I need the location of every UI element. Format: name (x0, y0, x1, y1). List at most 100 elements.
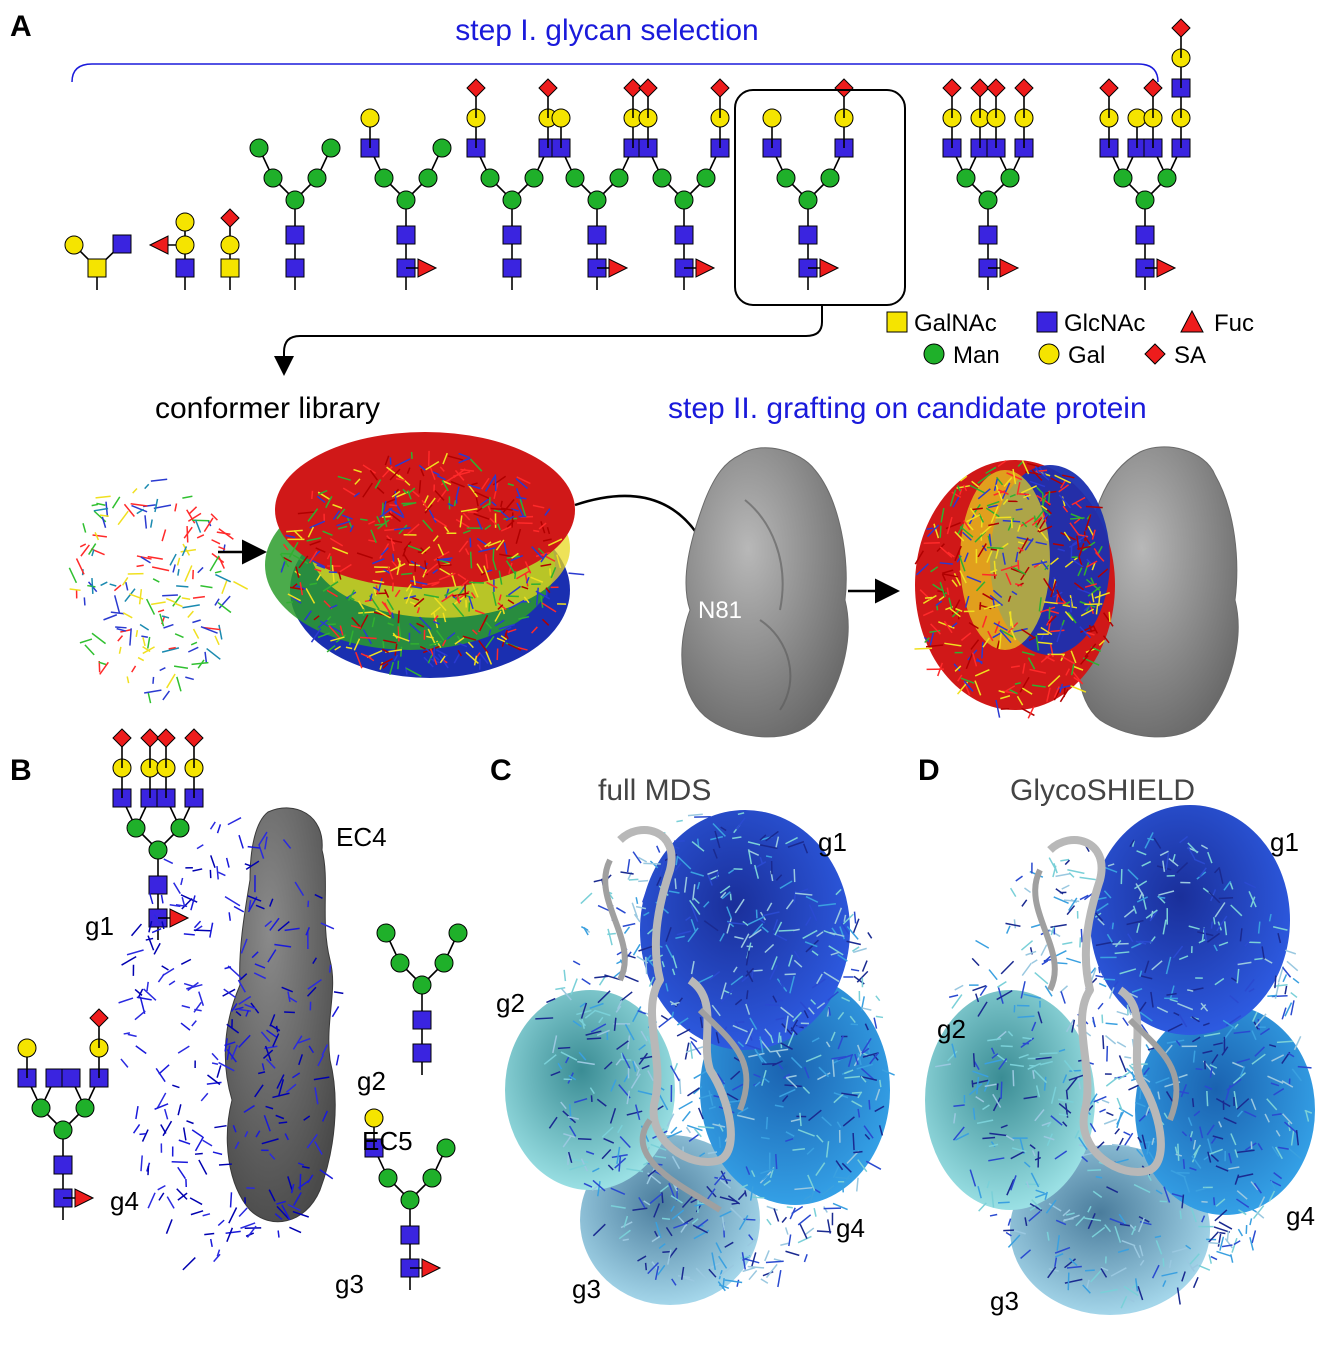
glcnac-square (396, 225, 416, 245)
fuc-triangle (999, 258, 1020, 278)
conformer-library-label: conformer library (155, 392, 380, 425)
n-glycan-symbol (360, 108, 452, 290)
g2-label-c: g2 (496, 988, 525, 1018)
man-circle (249, 138, 269, 158)
man-circle (776, 168, 796, 188)
legend-man-circle (923, 343, 945, 365)
panel-letter-c: C (490, 754, 512, 787)
sa-diamond (710, 78, 730, 98)
glcnac-square (148, 875, 168, 895)
full-mds-model (505, 810, 895, 1305)
step2-title: step II. grafting on candidate protein (668, 392, 1147, 425)
legend-gal-label: Gal (1068, 342, 1105, 369)
g1-label-d: g1 (1270, 827, 1299, 857)
site-n81-label: N81 (698, 597, 742, 624)
glcnac-square (587, 225, 607, 245)
glcnac-square (674, 225, 694, 245)
o-glycan-sialyl (220, 208, 240, 290)
man-circle (436, 1138, 456, 1158)
legend-gal-circle (1038, 343, 1060, 365)
legend-sa-diamond (1144, 343, 1166, 365)
ec5-label: EC5 (362, 1126, 413, 1156)
fuc-triangle (421, 1258, 442, 1278)
glcnac-square (502, 258, 522, 278)
man-circle (1157, 168, 1177, 188)
n-glycan-symbol (112, 728, 204, 940)
sa-diamond (970, 78, 990, 98)
man-circle (400, 1190, 420, 1210)
legend-fuc-label: Fuc (1214, 310, 1254, 337)
sa-diamond (156, 728, 176, 748)
step1-title: step I. glycan selection (455, 14, 759, 47)
man-circle (1135, 190, 1155, 210)
sa-diamond (1099, 78, 1119, 98)
legend-fuc-triangle (1180, 309, 1204, 333)
ec4-ec5-surface-model (224, 807, 336, 1223)
man-circle (374, 168, 394, 188)
man-circle (798, 190, 818, 210)
gal-circle (220, 235, 240, 255)
g1-label-c: g1 (818, 827, 847, 857)
man-circle (378, 1168, 398, 1188)
gal-circle (1127, 108, 1147, 128)
panel-c-title: full MDS (598, 774, 711, 807)
panel-d-title: GlycoSHIELD (1010, 774, 1195, 807)
man-circle (1000, 168, 1020, 188)
g3-label-d: g3 (990, 1286, 1019, 1316)
g1-label-b: g1 (85, 911, 114, 941)
glcnac-square (53, 1155, 73, 1175)
man-circle (434, 953, 454, 973)
sa-diamond (1143, 78, 1163, 98)
g2-label-d: g2 (937, 1014, 966, 1044)
man-circle (75, 1098, 95, 1118)
sa-diamond (538, 78, 558, 98)
n-glycan-symbol (942, 78, 1034, 290)
n-glycan-symbol (376, 923, 468, 1075)
man-circle (524, 168, 544, 188)
glcnac-square (175, 258, 195, 278)
fuc-triangle (695, 258, 716, 278)
galnac-square (220, 258, 240, 278)
n-glycan-symbol (364, 1108, 456, 1290)
legend-man-label: Man (953, 342, 1000, 369)
glcnac-square (112, 234, 132, 254)
gal-circle (551, 108, 571, 128)
man-circle (126, 818, 146, 838)
man-circle (674, 190, 694, 210)
man-circle (390, 953, 410, 973)
legend-glcnac-label: GlcNAc (1064, 310, 1145, 337)
n-glycan-symbol (466, 78, 558, 290)
man-circle (376, 923, 396, 943)
legend: GalNAc GlcNAc Fuc Man Gal SA (886, 309, 1254, 369)
legend-sa-label: SA (1174, 342, 1206, 369)
sa-diamond (220, 208, 240, 228)
glcnac-square (285, 258, 305, 278)
glcnac-square (412, 1043, 432, 1063)
man-circle (53, 1120, 73, 1140)
gal-circle (762, 108, 782, 128)
glcnac-square (61, 1068, 81, 1088)
panel-letter-b: B (10, 754, 32, 787)
sa-diamond (184, 728, 204, 748)
man-circle (978, 190, 998, 210)
glcnac-square (798, 225, 818, 245)
glycoshield-model (925, 805, 1315, 1315)
panel-b-glycan-symbols (17, 728, 468, 1290)
legend-galnac-square (886, 311, 908, 333)
g3-label-b: g3 (335, 1269, 364, 1299)
man-circle (148, 840, 168, 860)
man-circle (609, 168, 629, 188)
glcnac-square (412, 1010, 432, 1030)
g2-label-b: g2 (357, 1066, 386, 1096)
man-circle (480, 168, 500, 188)
man-circle (285, 190, 305, 210)
man-circle (502, 190, 522, 210)
gal-circle (175, 235, 195, 255)
n-glycan-symbol (551, 78, 643, 290)
glycan-row (64, 18, 1191, 290)
gal-circle (175, 212, 195, 232)
protein-surface-model (681, 447, 849, 738)
man-circle (31, 1098, 51, 1118)
n-glycan-symbol (249, 138, 341, 290)
